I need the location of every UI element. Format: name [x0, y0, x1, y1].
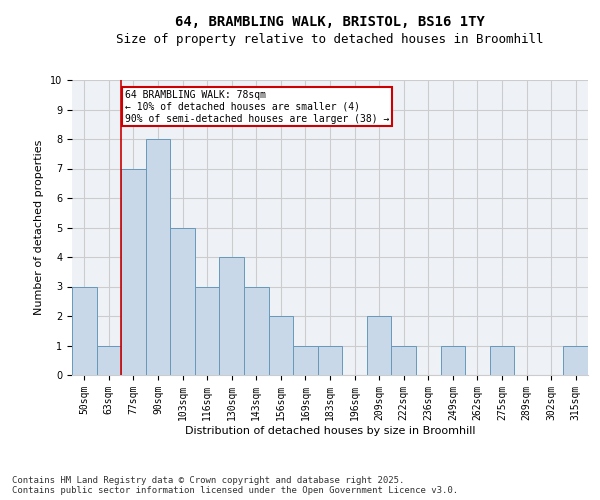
Bar [490, 346, 514, 375]
Y-axis label: Number of detached properties: Number of detached properties [34, 140, 44, 315]
Bar [170, 228, 195, 375]
Bar [220, 257, 244, 375]
Text: Size of property relative to detached houses in Broomhill: Size of property relative to detached ho… [116, 32, 544, 46]
X-axis label: Distribution of detached houses by size in Broomhill: Distribution of detached houses by size … [185, 426, 475, 436]
Bar [195, 286, 220, 375]
Bar [563, 346, 588, 375]
Bar [121, 168, 146, 375]
Bar [440, 346, 465, 375]
Bar [293, 346, 318, 375]
Text: 64 BRAMBLING WALK: 78sqm
← 10% of detached houses are smaller (4)
90% of semi-de: 64 BRAMBLING WALK: 78sqm ← 10% of detach… [125, 90, 389, 124]
Bar [391, 346, 416, 375]
Text: 64, BRAMBLING WALK, BRISTOL, BS16 1TY: 64, BRAMBLING WALK, BRISTOL, BS16 1TY [175, 15, 485, 29]
Bar [244, 286, 269, 375]
Bar [367, 316, 391, 375]
Text: Contains HM Land Registry data © Crown copyright and database right 2025.
Contai: Contains HM Land Registry data © Crown c… [12, 476, 458, 495]
Bar [318, 346, 342, 375]
Bar [72, 286, 97, 375]
Bar [269, 316, 293, 375]
Bar [146, 139, 170, 375]
Bar [97, 346, 121, 375]
